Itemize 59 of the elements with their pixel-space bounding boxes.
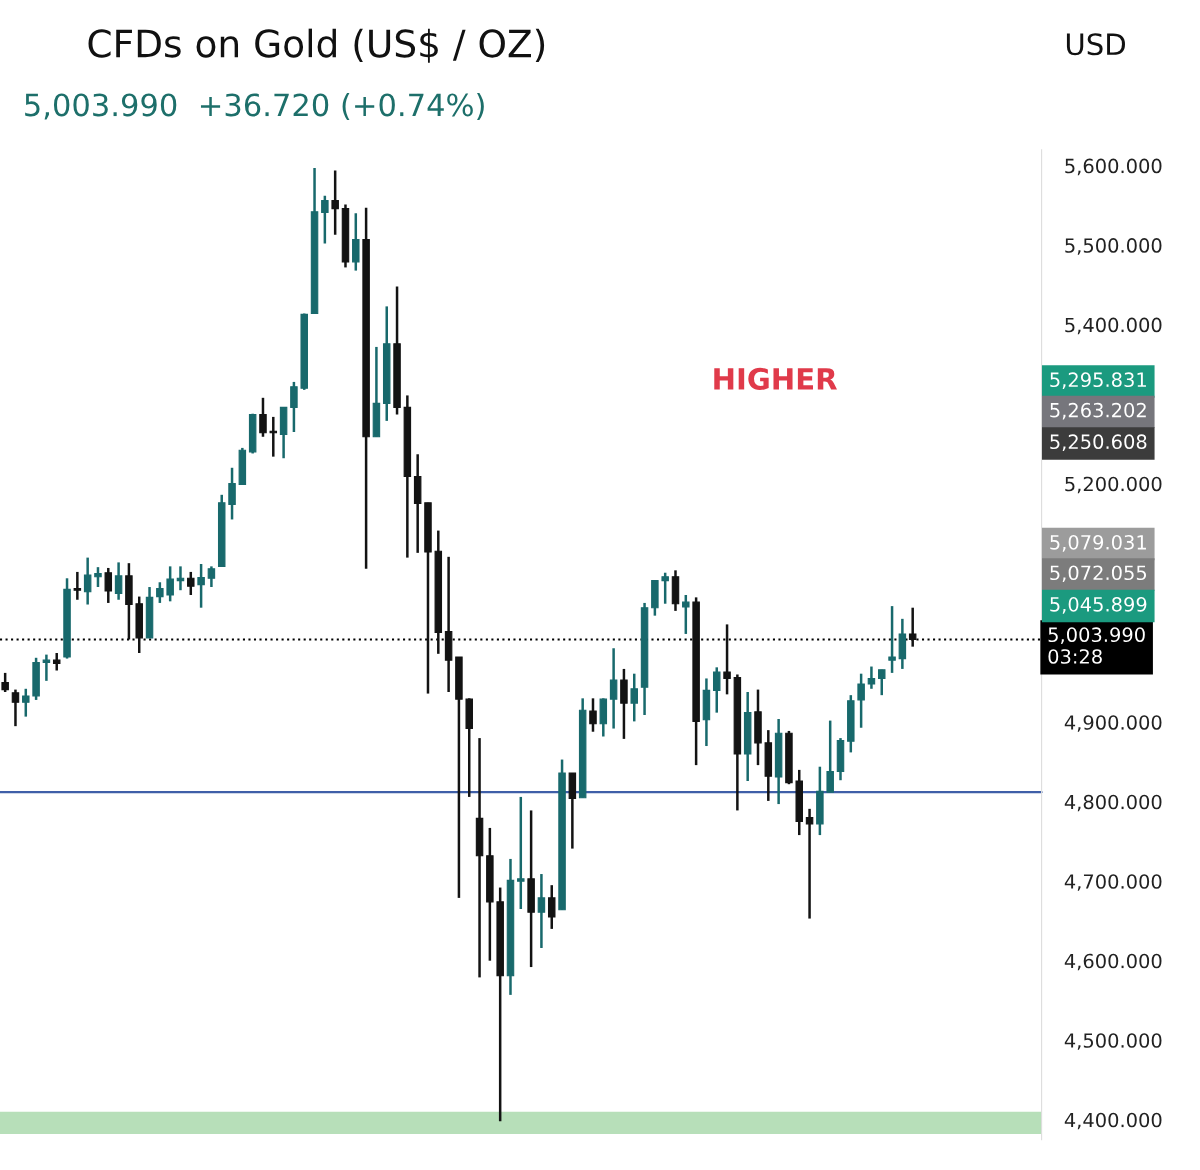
y-tick-label: 4,500.000: [1064, 1033, 1162, 1050]
candlestick: [630, 672, 638, 723]
chart-subtitle: 5,003.990 +36.720 (+0.74%): [25, 92, 484, 121]
text: 5,045.899: [1050, 596, 1147, 614]
candlestick: [517, 795, 525, 911]
candlestick: [547, 883, 556, 931]
candlestick: [52, 651, 61, 672]
y-tick-label: 4,900.000: [1064, 715, 1162, 732]
text: 5,079.031: [1050, 534, 1146, 552]
candlestick: [73, 570, 82, 601]
candlestick: [826, 719, 834, 794]
y-tick-label: 5,600.000: [1065, 158, 1162, 176]
candlestick: [94, 565, 102, 589]
candlestick: [166, 565, 174, 603]
text: 5,263.202: [1050, 402, 1146, 420]
candlestick: [661, 571, 669, 605]
chart-title: CFDs on Gold (US$ / OZ): [88, 28, 545, 63]
candlestick: [609, 647, 618, 730]
candlestick: [857, 672, 865, 729]
candlestick: [589, 697, 597, 733]
candlestick: [11, 688, 20, 728]
annotation: HIGHER: [714, 367, 838, 390]
candlestick: [877, 668, 886, 697]
candlestick: [620, 667, 628, 741]
candlestick: [197, 562, 205, 609]
candlestick: [723, 623, 731, 696]
ref-line-label: 5,003.990 03:28: [1048, 627, 1145, 664]
candlestick: [352, 212, 360, 272]
candlestick: [537, 872, 546, 950]
candlestick: [888, 604, 896, 675]
candlestick: [867, 665, 876, 691]
y-tick-label: 4,400.000: [1064, 1112, 1162, 1130]
candlestick: [83, 556, 92, 606]
candlestick: [187, 570, 195, 597]
candlestick: [114, 561, 123, 601]
candlestick: [22, 687, 30, 718]
candlestick: [331, 169, 339, 237]
candlestick: [1, 671, 9, 694]
y-tick-label: 5,500.000: [1065, 238, 1162, 255]
candlestick: [259, 396, 267, 439]
text: 5,295.831: [1050, 372, 1146, 390]
text: 5,250.608: [1050, 434, 1147, 452]
candlestick: [321, 194, 329, 245]
candlestick: [682, 593, 690, 636]
y-tick-label: 4,700.000: [1064, 874, 1162, 891]
y-tick-label: 4,800.000: [1064, 794, 1162, 812]
candlestick: [228, 466, 236, 521]
candlestick: [104, 566, 113, 605]
candlestick: [290, 380, 298, 434]
candlestick: [908, 606, 917, 648]
y-tick-label: 5,400.000: [1065, 317, 1162, 335]
text: 5,072.055: [1050, 565, 1147, 583]
y-tick-label: 4,600.000: [1064, 953, 1162, 971]
text: USD: [1066, 33, 1125, 56]
y-tick-label: 5,200.000: [1065, 476, 1162, 494]
candlestick: [805, 807, 814, 920]
candlestick: [156, 581, 164, 605]
candlestick: [207, 565, 216, 589]
candlestick: [712, 666, 721, 714]
